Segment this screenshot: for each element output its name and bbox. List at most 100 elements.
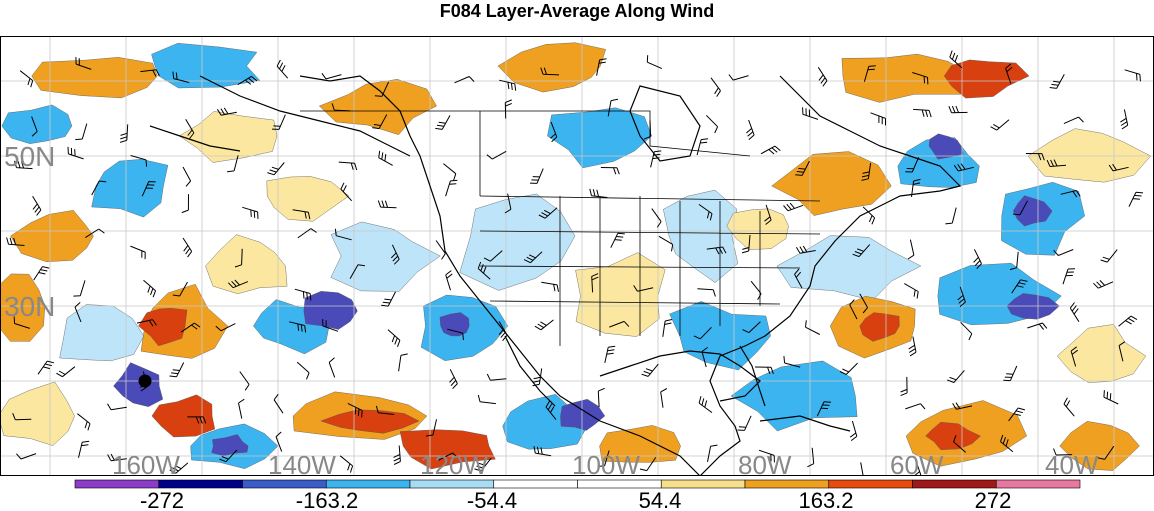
wind-barb	[1053, 249, 1074, 256]
anomaly-contour	[330, 221, 441, 292]
wind-barb	[182, 237, 193, 258]
anomaly-contour	[0, 273, 46, 342]
wind-barb	[534, 319, 554, 331]
wind-barb	[863, 65, 876, 82]
anomaly-contour	[776, 235, 922, 301]
wind-barb	[119, 124, 129, 143]
anomaly-contour	[266, 176, 349, 222]
wind-barb	[1000, 434, 1014, 453]
colorbar-swatch	[744, 479, 830, 489]
wind-barb	[817, 67, 828, 87]
wind-barb	[697, 288, 716, 297]
wind-barb	[849, 299, 858, 320]
anomaly-contour	[560, 399, 605, 431]
wind-barb	[31, 116, 38, 137]
wind-barb	[372, 114, 388, 130]
wind-barb	[75, 57, 92, 70]
anomaly-contour	[10, 210, 94, 262]
wind-barb	[393, 445, 401, 465]
wind-barb	[905, 157, 920, 173]
hudson-bay	[629, 85, 701, 162]
colorbar-swatch	[577, 479, 662, 489]
anomaly-contour	[0, 381, 75, 446]
wind-barb	[1046, 159, 1067, 167]
wind-barb	[646, 55, 663, 70]
wind-barb	[945, 207, 957, 225]
wind-barb	[143, 279, 157, 298]
wind-barb	[37, 360, 55, 375]
wind-barb	[949, 50, 963, 69]
anomaly-contour	[497, 42, 606, 93]
wind-barb	[381, 291, 396, 307]
colorbar: -272 -163.2 -54.4 54.4 163.2 272	[74, 479, 1081, 511]
wind-barb	[710, 77, 721, 97]
colorbar-swatch	[493, 479, 578, 489]
wind-barb	[849, 420, 858, 441]
wind-barb	[523, 251, 543, 264]
wind-barb	[378, 150, 393, 166]
wind-barb	[952, 402, 973, 410]
wind-barb	[1063, 397, 1075, 417]
wind-barb	[990, 119, 1010, 131]
wind-barb	[227, 279, 249, 289]
wind-barb	[288, 321, 307, 333]
wind-barb	[1070, 346, 1078, 367]
wind-barb	[347, 402, 363, 418]
wind-barb	[973, 249, 982, 270]
wind-barb	[650, 150, 662, 168]
wind-barb	[705, 114, 719, 134]
wind-barb	[16, 453, 37, 460]
wind-barb	[610, 232, 625, 248]
colorbar-swatch	[995, 479, 1081, 489]
wind-barb	[141, 181, 156, 197]
wind-barb	[1008, 407, 1026, 422]
wind-barb	[425, 419, 437, 437]
wind-barb	[1103, 390, 1119, 405]
wind-barb	[292, 209, 311, 220]
wind-barb	[604, 345, 616, 364]
wind-barb	[215, 323, 236, 332]
wind-barb	[1128, 191, 1144, 207]
anomaly-contour	[205, 234, 288, 294]
wind-barb	[447, 328, 464, 341]
wind-barb	[529, 168, 544, 184]
wind-barb	[764, 204, 772, 225]
wind-barb	[486, 150, 507, 160]
wind-barb	[130, 155, 148, 167]
wind-barb	[953, 163, 974, 172]
wind-barb	[948, 105, 968, 114]
wind-barb	[180, 322, 201, 333]
wind-barb	[504, 99, 512, 119]
wind-barb	[728, 74, 749, 81]
wind-barb	[904, 283, 919, 299]
wind-barb	[701, 346, 708, 368]
wind-barb	[862, 206, 876, 225]
lon-label-100w: 100W	[572, 450, 640, 476]
wind-barb	[1003, 365, 1018, 382]
wind-barb	[187, 416, 207, 424]
wind-barb	[696, 138, 709, 156]
wind-barb	[172, 71, 190, 83]
colorbar-swatch	[158, 479, 243, 489]
lon-label-60w: 60W	[890, 450, 944, 476]
wind-barb	[107, 453, 127, 462]
wind-barb	[913, 108, 932, 118]
wind-barb	[322, 318, 339, 332]
wind-barb	[216, 107, 237, 116]
anomaly-contour	[59, 304, 145, 362]
wind-barb	[639, 457, 657, 472]
colorbar-swatch	[912, 479, 997, 489]
wind-barb	[596, 58, 607, 76]
wind-barb	[107, 403, 127, 411]
plot-title: F084 Layer-Average Along Wind	[439, 1, 715, 21]
lon-label-160w: 160W	[112, 450, 180, 476]
wind-barb	[33, 266, 50, 281]
wind-barb	[1108, 163, 1129, 172]
wind-barb	[538, 207, 558, 219]
wind-barb	[802, 107, 819, 120]
wind-barb	[73, 280, 86, 297]
wind-barb	[907, 239, 915, 260]
wind-barb	[267, 162, 285, 176]
wind-barb	[77, 413, 91, 431]
anomaly-contour	[944, 59, 1030, 99]
